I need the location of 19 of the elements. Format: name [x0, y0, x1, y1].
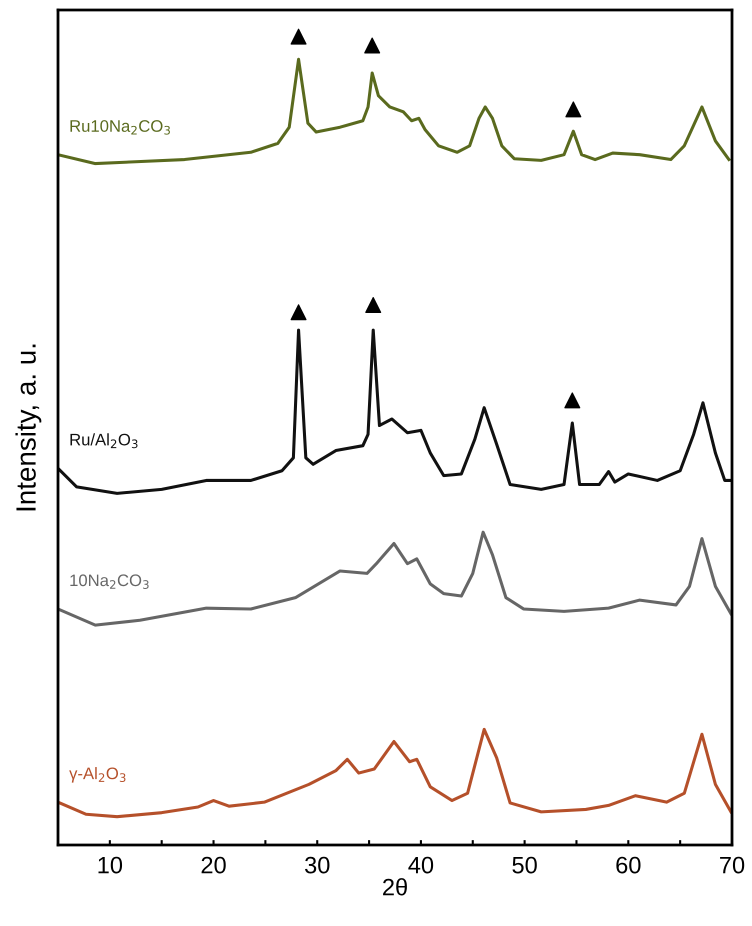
series-label: Ru10Na$_{2}$CO$_{3}$	[70, 120, 170, 135]
x-tick-label: 10	[98, 856, 122, 874]
x-tick-label: 20	[202, 856, 226, 874]
x-tick-label: 40	[408, 856, 434, 874]
series-label: Ru/Al$_{2}$O$_{3}$	[70, 433, 138, 448]
point	[290, 28, 307, 45]
point	[290, 304, 307, 320]
x-axis-title: 2θ	[383, 878, 407, 896]
point	[565, 101, 582, 118]
point	[364, 38, 380, 54]
point	[564, 392, 580, 408]
series-label: 10Na$_{2}$CO$_{3}$	[70, 574, 149, 589]
x-tick-label: 30	[305, 856, 330, 874]
y-axis-title: Intensity, a. u.	[15, 344, 42, 510]
x-tick-label: 50	[512, 856, 537, 874]
x-tick-label: 70	[720, 856, 744, 874]
point	[365, 297, 382, 314]
series-label: γ-Al$_{2}$O$_{3}$	[69, 767, 126, 783]
x-tick-label: 60	[616, 856, 641, 874]
